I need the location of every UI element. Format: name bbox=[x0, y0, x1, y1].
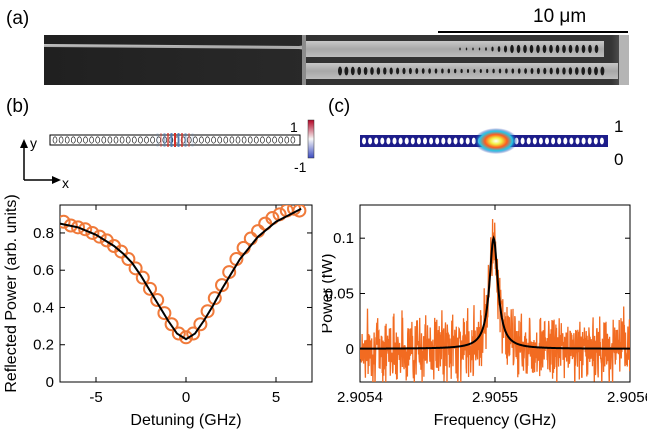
data-marker bbox=[179, 330, 193, 345]
x-axis-label: Frequency (GHz) bbox=[434, 412, 557, 429]
scale-bar bbox=[438, 31, 628, 33]
panel-label-b: (b) bbox=[6, 96, 30, 117]
mode-profile bbox=[474, 128, 518, 154]
fit-line bbox=[360, 235, 630, 350]
data-marker bbox=[292, 205, 307, 218]
y-tick-label: 0.1 bbox=[333, 230, 354, 247]
x-tick-label: 2.9054 bbox=[337, 389, 383, 406]
y-tick-label: 0.6 bbox=[33, 262, 54, 279]
data-marker bbox=[186, 326, 201, 341]
simulation-b: y x 1 -1 bbox=[20, 119, 315, 190]
sem-holes-upper bbox=[459, 44, 599, 54]
data-marker bbox=[157, 306, 172, 321]
data-marker bbox=[164, 317, 179, 332]
simulation-c: 1 0 bbox=[360, 117, 623, 169]
y-tick-label: 0.4 bbox=[33, 299, 54, 316]
y-tick-label: 0.05 bbox=[325, 286, 354, 303]
chart-b: -5 0 5 0 0.2 0.4 0.6 0.8 Detuning (GHz) Reflected… bbox=[3, 195, 313, 429]
sem-micrograph bbox=[44, 35, 629, 85]
colorbar-c-max: 1 bbox=[614, 117, 623, 136]
axis-y-label: y bbox=[30, 135, 37, 151]
y-tick-label: 0.8 bbox=[33, 225, 54, 242]
data-marker bbox=[193, 317, 208, 332]
panel-label-a: (a) bbox=[6, 8, 30, 29]
data-marker bbox=[243, 231, 258, 246]
x-tick-label: 2.9056 bbox=[607, 389, 647, 406]
colorbar-b-max: 1 bbox=[290, 119, 298, 135]
data-trace bbox=[360, 219, 630, 382]
chart-c: 2.9054 2.9055 2.9056 0 0.05 0.1 Frequency (GHz… bbox=[322, 204, 647, 429]
colorbar-c-min: 0 bbox=[614, 150, 623, 169]
y-axis-label: Power (fW) bbox=[322, 254, 336, 334]
data-marker bbox=[200, 304, 215, 319]
data-marker bbox=[143, 281, 157, 296]
x-tick-label: 2.9055 bbox=[472, 389, 518, 406]
data-marker bbox=[135, 270, 150, 285]
data-marker bbox=[85, 225, 100, 240]
beam-b-holes bbox=[52, 133, 296, 147]
colorbar-b-min: -1 bbox=[294, 159, 307, 175]
data-marker bbox=[251, 224, 265, 239]
data-marker bbox=[78, 222, 93, 237]
y-tick-label: 0 bbox=[346, 341, 354, 358]
x-tick-label: 0 bbox=[182, 389, 190, 406]
x-axis-label: Detuning (GHz) bbox=[130, 412, 241, 429]
colorbar-b bbox=[307, 119, 315, 159]
data-marker bbox=[92, 229, 107, 244]
x-tick-label: 5 bbox=[272, 389, 280, 406]
axis-x-label: x bbox=[62, 175, 69, 190]
y-axis-label: Reflected Power (arb. units) bbox=[3, 195, 20, 393]
data-marker bbox=[60, 214, 71, 229]
data-marker bbox=[171, 326, 186, 341]
sem-holes-lower bbox=[338, 66, 605, 76]
data-marker bbox=[150, 293, 165, 308]
y-tick-label: 0.2 bbox=[33, 337, 54, 354]
data-marker bbox=[71, 220, 85, 235]
scale-bar-label: 10 μm bbox=[533, 6, 587, 27]
data-marker bbox=[121, 252, 136, 267]
fit-line bbox=[60, 207, 302, 341]
panel-label-c: (c) bbox=[328, 96, 351, 117]
data-marker bbox=[215, 278, 229, 293]
x-tick-label: -5 bbox=[89, 389, 102, 406]
y-tick-label: 0 bbox=[46, 374, 54, 391]
data-marker bbox=[114, 244, 129, 259]
data-marker bbox=[128, 261, 143, 276]
